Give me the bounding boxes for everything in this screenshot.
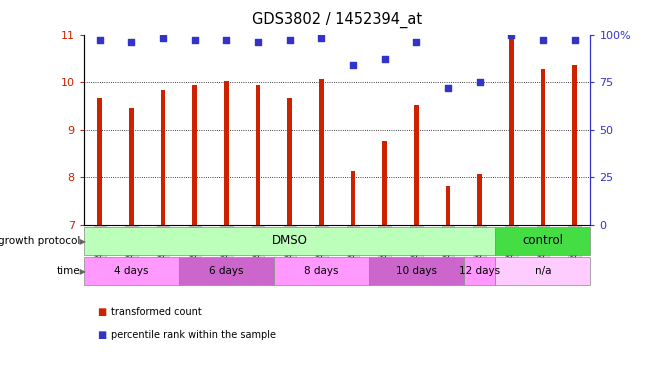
Bar	[382, 141, 387, 225]
Point	[316, 35, 327, 41]
Bar	[477, 174, 482, 225]
Text: percentile rank within the sample: percentile rank within the sample	[111, 330, 276, 340]
Bar	[369, 257, 464, 285]
Bar	[495, 257, 590, 285]
Bar	[84, 257, 179, 285]
Bar	[287, 98, 292, 225]
Bar	[129, 108, 134, 225]
Text: GDS3802 / 1452394_at: GDS3802 / 1452394_at	[252, 12, 422, 28]
Point	[285, 37, 295, 43]
Point	[474, 79, 485, 85]
Text: n/a: n/a	[535, 266, 552, 276]
Text: 4 days: 4 days	[114, 266, 148, 276]
Point	[95, 37, 105, 43]
Bar	[274, 257, 369, 285]
Point	[348, 62, 358, 68]
Point	[189, 37, 200, 43]
Bar	[464, 257, 495, 285]
Bar	[351, 171, 356, 225]
Point	[569, 37, 580, 43]
Text: ▶: ▶	[77, 237, 87, 246]
Text: transformed count: transformed count	[111, 307, 201, 317]
Bar	[414, 105, 419, 225]
Text: 8 days: 8 days	[304, 266, 339, 276]
Bar	[84, 227, 495, 255]
Point	[379, 56, 390, 62]
Point	[537, 37, 548, 43]
Bar	[193, 85, 197, 225]
Text: ■: ■	[97, 307, 107, 317]
Text: 12 days: 12 days	[459, 266, 500, 276]
Text: growth protocol: growth protocol	[0, 236, 81, 246]
Text: ▶: ▶	[77, 267, 87, 276]
Bar	[446, 186, 450, 225]
Bar	[572, 65, 577, 225]
Bar	[224, 81, 229, 225]
Bar	[160, 90, 166, 225]
Bar	[97, 98, 102, 225]
Point	[126, 39, 137, 45]
Text: 10 days: 10 days	[396, 266, 437, 276]
Point	[506, 31, 517, 38]
Point	[411, 39, 421, 45]
Point	[253, 39, 264, 45]
Point	[443, 85, 454, 91]
Bar	[509, 35, 514, 225]
Text: ■: ■	[97, 330, 107, 340]
Bar	[319, 79, 323, 225]
Bar	[179, 257, 274, 285]
Bar	[256, 85, 260, 225]
Point	[221, 37, 231, 43]
Text: 6 days: 6 days	[209, 266, 244, 276]
Text: DMSO: DMSO	[272, 235, 307, 247]
Text: time: time	[57, 266, 81, 276]
Bar	[541, 69, 546, 225]
Text: control: control	[523, 235, 564, 247]
Point	[158, 35, 168, 41]
Bar	[495, 227, 590, 255]
